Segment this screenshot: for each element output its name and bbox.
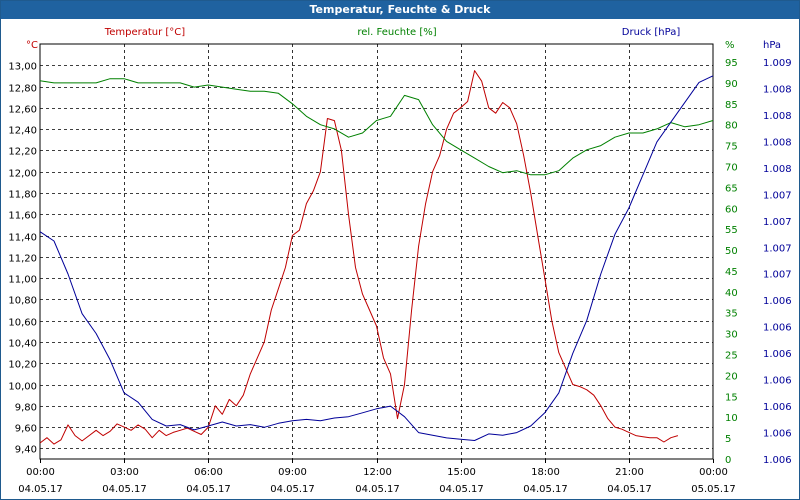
x-tick-label-date: 04.05.17 xyxy=(186,484,231,495)
x-tick-label-date: 04.05.17 xyxy=(270,484,315,495)
x-tick-label-time: 21:00 xyxy=(615,467,644,478)
x-tick-label-time: 03:00 xyxy=(110,467,139,478)
x-tick-label-time: 00:00 xyxy=(26,467,55,478)
x-tick-label-time: 15:00 xyxy=(447,467,476,478)
y-tick-label-temp: 11,00 xyxy=(8,275,37,286)
plot-area xyxy=(39,43,714,460)
y-tick-label-temp: 9,80 xyxy=(15,403,37,414)
y-tick-label-pressure: 1.007 xyxy=(763,190,792,201)
y-axis-title-temperature: Temperatur [°C] xyxy=(104,27,185,38)
y-tick-label-humidity: 95 xyxy=(725,58,738,69)
y-tick-label-temp: 9,40 xyxy=(15,445,37,456)
x-tick-label-date: 04.05.17 xyxy=(355,484,400,495)
y-tick-label-humidity: 55 xyxy=(725,225,738,236)
y-tick-label-pressure: 1.007 xyxy=(763,243,792,254)
y-tick-label-humidity: 25 xyxy=(725,351,738,362)
y-tick-label-humidity: 0 xyxy=(725,455,731,466)
y-tick-label-humidity: 50 xyxy=(725,246,738,257)
y-tick-label-temp: 13,00 xyxy=(8,62,37,73)
y-axis-title-pressure: Druck [hPa] xyxy=(622,27,681,38)
y-tick-label-humidity: 30 xyxy=(725,330,738,341)
y-tick-label-pressure: 1.009 xyxy=(763,58,792,69)
y-tick-label-temp: 12,80 xyxy=(8,84,37,95)
x-tick-label-time: 12:00 xyxy=(363,467,392,478)
y-tick-label-temp: 9,60 xyxy=(15,424,37,435)
series-line-temperature xyxy=(39,70,679,445)
y-tick-label-pressure: 1.007 xyxy=(763,217,792,228)
y-axis-unit-temperature: °C xyxy=(26,40,38,51)
y-tick-label-pressure: 1.006 xyxy=(763,455,792,466)
y-tick-label-pressure: 1.006 xyxy=(763,402,792,413)
y-tick-label-humidity: 5 xyxy=(725,434,731,445)
y-tick-label-pressure: 1.008 xyxy=(763,111,792,122)
y-tick-label-humidity: 90 xyxy=(725,79,738,90)
y-tick-label-temp: 12,60 xyxy=(8,105,37,116)
y-tick-label-temp: 12,00 xyxy=(8,169,37,180)
y-tick-label-pressure: 1.008 xyxy=(763,84,792,95)
x-tick-label-time: 09:00 xyxy=(278,467,307,478)
x-tick-label-time: 18:00 xyxy=(531,467,560,478)
series-line-pressure xyxy=(39,75,714,441)
y-tick-label-humidity: 45 xyxy=(725,267,738,278)
y-tick-label-temp: 10,00 xyxy=(8,382,37,393)
y-tick-label-humidity: 20 xyxy=(725,371,738,382)
y-axis-unit-humidity: % xyxy=(725,40,735,51)
y-tick-label-temp: 11,40 xyxy=(8,233,37,244)
x-tick-label-time: 00:00 xyxy=(699,467,728,478)
y-tick-label-pressure: 1.006 xyxy=(763,296,792,307)
y-tick-label-humidity: 40 xyxy=(725,288,738,299)
y-tick-label-humidity: 60 xyxy=(725,204,738,215)
x-tick-label-date: 05.05.17 xyxy=(691,484,736,495)
y-tick-label-pressure: 1.008 xyxy=(763,137,792,148)
y-tick-label-temp: 10,20 xyxy=(8,360,37,371)
window-title: Temperatur, Feuchte & Druck xyxy=(1,1,799,19)
y-tick-label-temp: 11,80 xyxy=(8,190,37,201)
y-tick-label-temp: 11,60 xyxy=(8,211,37,222)
x-tick-label-date: 04.05.17 xyxy=(439,484,484,495)
y-tick-label-humidity: 75 xyxy=(725,142,738,153)
y-tick-label-pressure: 1.006 xyxy=(763,429,792,440)
x-tick-label-time: 06:00 xyxy=(194,467,223,478)
y-tick-label-pressure: 1.006 xyxy=(763,323,792,334)
y-tick-label-humidity: 15 xyxy=(725,392,738,403)
y-axis-title-humidity: rel. Feuchte [%] xyxy=(357,27,436,38)
y-tick-label-humidity: 65 xyxy=(725,183,738,194)
x-tick-label-date: 04.05.17 xyxy=(607,484,652,495)
y-tick-label-temp: 10,40 xyxy=(8,339,37,350)
y-tick-label-humidity: 85 xyxy=(725,100,738,111)
y-tick-label-pressure: 1.006 xyxy=(763,349,792,360)
y-tick-label-temp: 12,40 xyxy=(8,126,37,137)
y-tick-label-humidity: 35 xyxy=(725,309,738,320)
y-tick-label-humidity: 70 xyxy=(725,162,738,173)
y-tick-label-humidity: 10 xyxy=(725,413,738,424)
series-line-humidity xyxy=(39,78,714,176)
y-tick-label-temp: 10,80 xyxy=(8,296,37,307)
y-tick-label-pressure: 1.007 xyxy=(763,270,792,281)
y-tick-label-temp: 12,20 xyxy=(8,147,37,158)
y-tick-label-pressure: 1.006 xyxy=(763,376,792,387)
y-tick-label-temp: 11,20 xyxy=(8,254,37,265)
y-tick-label-humidity: 80 xyxy=(725,121,738,132)
x-tick-label-date: 04.05.17 xyxy=(102,484,147,495)
y-axis-unit-pressure: hPa xyxy=(763,40,781,51)
x-tick-label-date: 04.05.17 xyxy=(18,484,63,495)
y-tick-label-pressure: 1.008 xyxy=(763,164,792,175)
x-tick-label-date: 04.05.17 xyxy=(523,484,568,495)
y-tick-label-temp: 10,60 xyxy=(8,318,37,329)
